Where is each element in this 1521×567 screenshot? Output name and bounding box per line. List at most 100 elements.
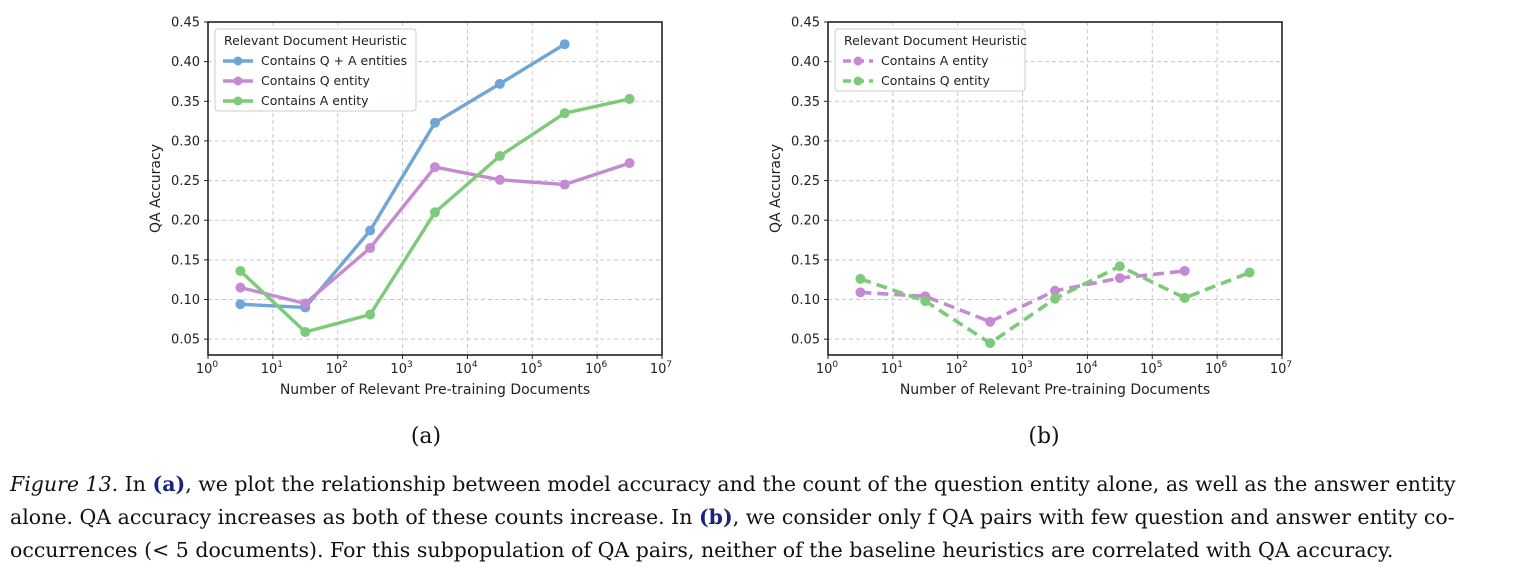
caption-text-2: , we plot the relationship between model… [10, 472, 1456, 529]
x-axis-label: Number of Relevant Pre-training Document… [280, 382, 590, 398]
y-tick-label: 0.40 [791, 55, 820, 70]
caption-ref-b[interactable]: (b) [698, 505, 733, 529]
x-tick-label: 101 [261, 360, 283, 377]
plot-frame [827, 21, 1283, 356]
y-tick-label: 0.35 [791, 95, 820, 110]
legend: Relevant Document Heuristic Contains Q + … [214, 28, 417, 112]
x-tick-label: 106 [585, 360, 608, 377]
x-tick-label: 102 [326, 360, 348, 377]
y-tick-label: 0.40 [171, 55, 200, 70]
series-line [240, 42, 566, 310]
y-tick-label: 0.25 [171, 174, 200, 189]
x-tick-label: 104 [1075, 360, 1098, 377]
data-point [235, 282, 246, 293]
y-axis-label: QA Accuracy [148, 144, 164, 233]
caption-ref-a[interactable]: (a) [152, 472, 186, 496]
y-tick-label: 0.25 [791, 174, 820, 189]
x-tick-label: 106 [1205, 360, 1228, 377]
data-point [1244, 267, 1255, 278]
x-tick-label: 101 [881, 360, 903, 377]
legend-marker [233, 76, 243, 86]
data-point [365, 309, 376, 320]
legend-title: Relevant Document Heuristic [844, 33, 1027, 48]
data-point [985, 338, 996, 349]
legend-title: Relevant Document Heuristic [224, 33, 407, 48]
series-line [859, 264, 1251, 345]
panel-b-label: (b) [1028, 424, 1060, 449]
plot-frame [207, 21, 663, 356]
y-tick-label: 0.10 [171, 293, 200, 308]
x-axis-label: Number of Relevant Pre-training Document… [900, 382, 1210, 398]
data-point [985, 316, 996, 327]
x-tick-label: 104 [455, 360, 478, 377]
x-tick-label: 105 [520, 360, 542, 377]
data-point [235, 265, 246, 276]
data-point [235, 299, 246, 310]
y-tick-label: 0.35 [171, 95, 200, 110]
data-point [494, 78, 505, 89]
data-point [1179, 265, 1190, 276]
data-point [855, 287, 866, 298]
caption-figure-label: Figure 13. [10, 472, 119, 496]
y-tick-label: 0.15 [791, 253, 820, 268]
legend-box [834, 28, 1026, 92]
x-tick-label: 100 [816, 360, 839, 377]
figure-caption: Figure 13. In (a), we plot the relations… [10, 468, 1510, 567]
legend-label: Contains Q entity [261, 73, 370, 88]
x-tick-label: 103 [1010, 360, 1032, 377]
legend-label: Contains A entity [261, 93, 369, 108]
panel-a-label: (a) [410, 424, 442, 449]
x-tick-label: 107 [1270, 360, 1292, 377]
x-tick-label: 102 [946, 360, 968, 377]
panel-b: 0.05 0.10 0.15 0.20 0.25 0.30 0.35 0.40 0.45 100 1… [620, 0, 1320, 415]
data-point [1049, 285, 1060, 296]
series-contains-a-entity [235, 93, 635, 338]
chart-b: 0.05 0.10 0.15 0.20 0.25 0.30 0.35 0.40 0.45 100 1… [768, 16, 1292, 399]
y-axis-label: QA Accuracy [768, 144, 784, 233]
y-tick-label: 0.05 [791, 333, 820, 348]
series-contains-q-entity [235, 158, 635, 309]
data-point [494, 150, 505, 161]
legend-label: Contains Q entity [881, 73, 990, 88]
x-tick-label: 107 [650, 360, 672, 377]
data-point [559, 108, 570, 119]
x-tick-label: 105 [1140, 360, 1162, 377]
y-tick-label: 0.45 [171, 16, 200, 31]
data-point [1179, 292, 1190, 303]
x-tick-label: 100 [196, 360, 219, 377]
panel-a: 0.05 0.10 0.15 0.20 0.25 0.30 0.35 0.40 0.45 100 1… [0, 0, 700, 415]
caption-text-3: , we consider only f QA pairs with few q… [10, 505, 1455, 562]
y-tick-label: 0.05 [171, 333, 200, 348]
data-point [429, 162, 440, 173]
data-point [365, 225, 376, 236]
data-point [624, 158, 635, 169]
legend: Relevant Document Heuristic Contains A en… [834, 28, 1027, 92]
y-tick-label: 0.30 [171, 134, 200, 149]
y-tick-label: 0.20 [791, 214, 820, 229]
y-tick-label: 0.30 [791, 134, 820, 149]
data-point [429, 207, 440, 218]
y-tick-label: 0.15 [171, 253, 200, 268]
data-point [1114, 261, 1125, 272]
y-tick-label: 0.10 [791, 293, 820, 308]
x-tick-label: 103 [390, 360, 412, 377]
chart-a: 0.05 0.10 0.15 0.20 0.25 0.30 0.35 0.40 0.45 100 1… [148, 16, 672, 399]
y-tick-label: 0.20 [171, 214, 200, 229]
legend-marker [853, 56, 863, 66]
data-point [855, 273, 866, 284]
data-point [920, 296, 931, 307]
data-point [1114, 273, 1125, 284]
data-point [300, 298, 311, 309]
legend-label: Contains A entity [881, 53, 989, 68]
data-point [1049, 293, 1060, 304]
y-tick-label: 0.45 [791, 16, 820, 31]
data-point [365, 242, 376, 253]
legend-marker [233, 96, 243, 106]
data-point [429, 117, 440, 128]
legend-marker [853, 76, 863, 86]
data-point [559, 39, 570, 50]
series-line [240, 161, 631, 306]
caption-text-1: In [118, 472, 153, 496]
data-point [559, 179, 570, 190]
legend-marker [233, 56, 243, 66]
